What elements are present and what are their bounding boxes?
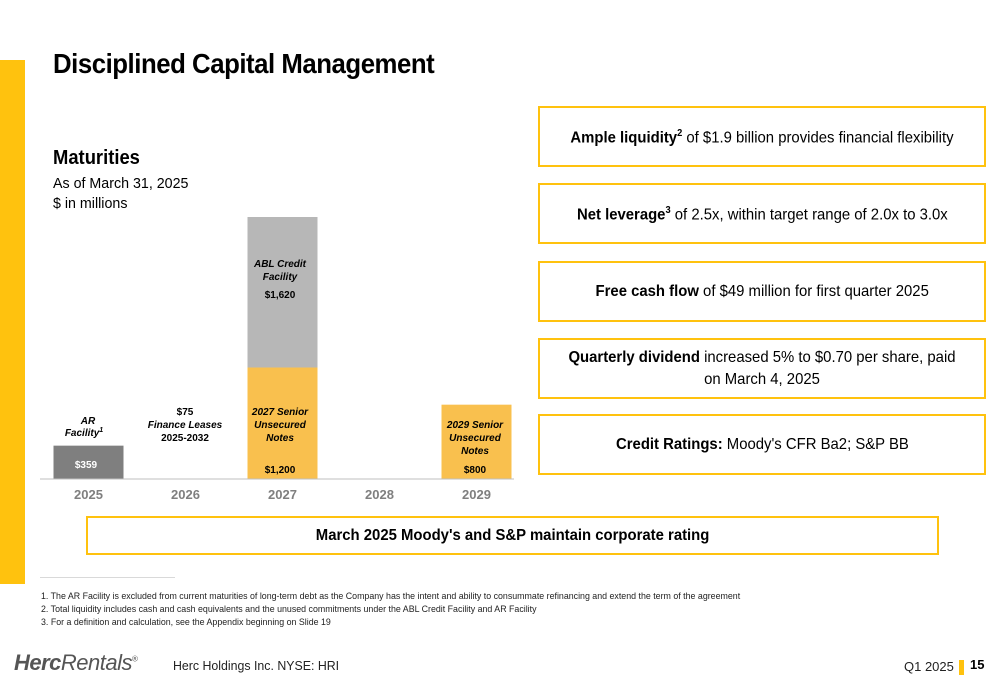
company-ticker: Herc Holdings Inc. NYSE: HRI	[173, 658, 340, 673]
callout-liquidity-text: of $1.9 billion provides financial flexi…	[682, 129, 954, 147]
footnote-2: 2. Total liquidity includes cash and cas…	[41, 604, 537, 615]
herc-rentals-logo: HercRentals®	[14, 650, 138, 675]
rating-banner: March 2025 Moody's and S&P maintain corp…	[86, 516, 939, 555]
maturities-as-of: As of March 31, 2025	[53, 175, 189, 192]
callout-liquidity-sup: 2	[677, 128, 683, 140]
bar-2026-finance-leases-2025-2032	[150, 472, 221, 479]
page-number-marker	[959, 660, 964, 675]
bar-2027-2027-senior-unsecured-notes	[247, 367, 318, 479]
bar-2025-ar-facility	[53, 445, 124, 479]
abl-label-line2: Facility	[263, 272, 298, 283]
callout-credit-ratings: Credit Ratings: Moody's CFR Ba2; S&P BB	[538, 414, 986, 475]
x-tick-2026: 2026	[171, 487, 200, 502]
callout-dividend-text: increased 5% to $0.70 per share, paid on…	[699, 348, 956, 388]
page-number: 15	[970, 657, 985, 672]
x-tick-2029: 2029	[462, 487, 491, 502]
abl-label-line1: ABL Credit	[253, 259, 307, 270]
x-tick-2027: 2027	[268, 487, 297, 502]
ar-label-line2: Facility1	[65, 427, 103, 439]
callout-liquidity-bold: Ample liquidity	[570, 129, 678, 147]
callout-leverage-bold: Net leverage	[576, 206, 666, 224]
fl-value-label: $75	[177, 407, 194, 418]
ar-label-footnote-sup: 1	[99, 427, 103, 434]
callout-leverage: Net leverage3 of 2.5x, within target ran…	[538, 183, 986, 244]
sn27-label-line2: Unsecured	[254, 420, 307, 431]
ar-label-name: Facility	[65, 428, 100, 439]
ar-value-label: $359	[75, 460, 98, 471]
callout-free-cash-flow: Free cash flow of $49 million for first …	[538, 261, 986, 322]
bar-2027-abl-credit-facility	[247, 217, 318, 368]
sn27-value-label: $1,200	[265, 465, 296, 476]
page-title: Disciplined Capital Management	[53, 48, 435, 79]
bar-2029-2029-senior-unsecured-notes	[441, 404, 512, 479]
callout-ratings-text: Moody's CFR Ba2; S&P BB	[722, 435, 909, 453]
callout-fcf-text: of $49 million for first quarter 2025	[698, 282, 929, 300]
abl-value-label: $1,620	[265, 290, 296, 301]
footnote-3: 3. For a definition and calculation, see…	[41, 617, 331, 628]
rating-banner-text: March 2025 Moody's and S&P maintain corp…	[315, 526, 710, 544]
callout-liquidity: Ample liquidity2 of $1.9 billion provide…	[538, 106, 986, 167]
maturities-chart: 2025 2026 2027 2028 2029 AR Facility1 $359 $…	[40, 217, 514, 502]
callout-leverage-text: of 2.5x, within target range of 2.0x to …	[670, 206, 948, 224]
x-tick-2028: 2028	[365, 487, 394, 502]
footnote-1: 1. The AR Facility is excluded from curr…	[41, 591, 741, 602]
fl-label-line2: 2025-2032	[161, 433, 209, 444]
callout-ratings-bold: Credit Ratings:	[615, 435, 723, 453]
sn27-label-line1: 2027 Senior	[251, 407, 309, 418]
accent-bar	[0, 60, 25, 584]
callout-fcf-bold: Free cash flow	[595, 282, 699, 300]
ar-label-line1: AR	[80, 416, 96, 427]
sn27-label-line3: Notes	[266, 433, 294, 444]
report-quarter: Q1 2025	[904, 659, 954, 674]
callout-leverage-sup: 3	[665, 205, 671, 217]
maturities-units: $ in millions	[53, 195, 128, 212]
sn29-label-line2: Unsecured	[449, 433, 502, 444]
fl-label-line1: Finance Leases	[148, 420, 223, 431]
sn29-label-line1: 2029 Senior	[446, 420, 504, 431]
footnote-divider	[40, 577, 175, 578]
maturities-title: Maturities	[53, 147, 140, 169]
x-tick-2025: 2025	[74, 487, 103, 502]
callout-dividend-bold: Quarterly dividend	[568, 348, 700, 366]
sn29-value-label: $800	[464, 465, 487, 476]
sn29-label-line3: Notes	[461, 446, 489, 457]
callout-dividend: Quarterly dividend increased 5% to $0.70…	[538, 338, 986, 399]
